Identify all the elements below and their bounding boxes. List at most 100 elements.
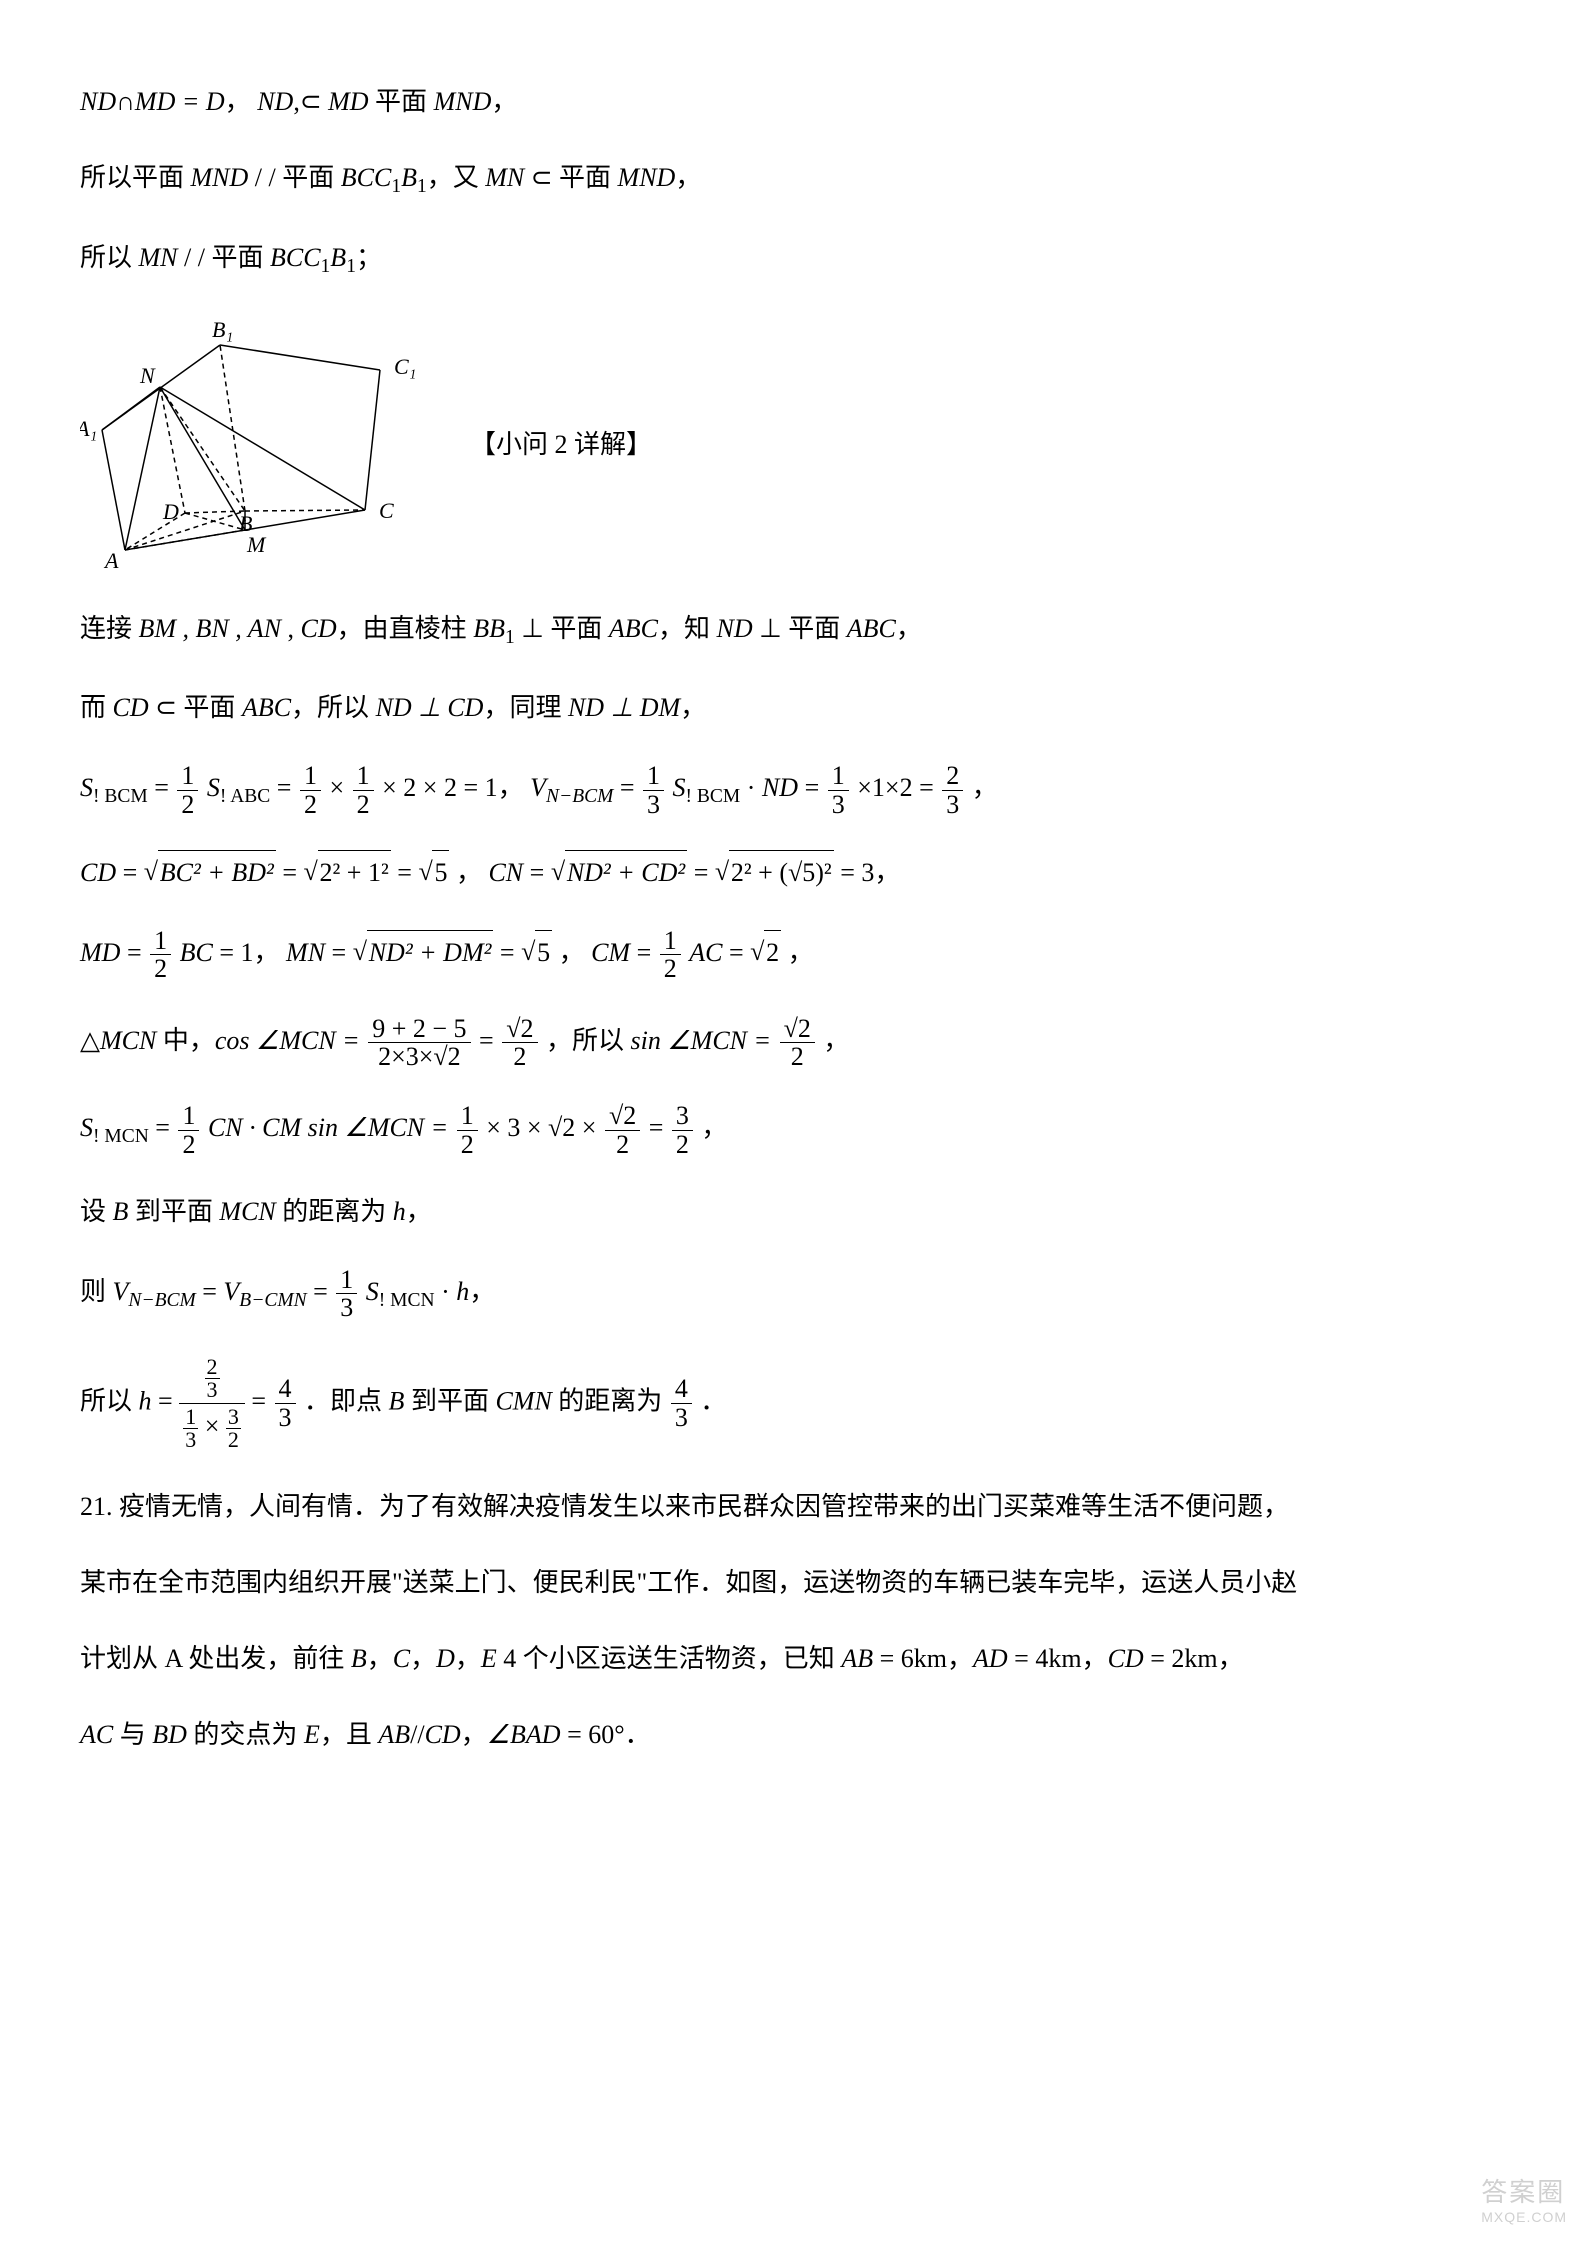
- sub: ! MCN: [93, 1126, 149, 1147]
- t: ，: [1218, 1644, 1244, 1673]
- fraction: 32: [672, 1102, 693, 1158]
- t: ；: [356, 243, 382, 272]
- q21-line-3: 计划从 A 处出发，前往 B，C，D，E 4 个小区运送生活物资，已知 AB =…: [80, 1637, 1507, 1681]
- math: V: [113, 1277, 129, 1306]
- sqrt: 2: [750, 930, 781, 975]
- t: 与: [113, 1720, 152, 1749]
- sub: 1: [391, 176, 401, 197]
- math: MN: [485, 163, 524, 192]
- math: MND: [618, 163, 676, 192]
- proof-line-5: 而 CD ⊂ 平面 ABC，所以 ND ⊥ CD，同理 ND ⊥ DM，: [80, 686, 1507, 730]
- t: ，: [680, 693, 706, 722]
- t: ，: [972, 773, 998, 802]
- t: ，: [461, 1720, 487, 1749]
- figure-row: ABCMDA₁B₁C₁N 【小问 2 详解】: [80, 315, 1507, 575]
- math: h: [139, 1386, 152, 1415]
- sqrt: 2² + (√5)²: [715, 850, 834, 895]
- t: 的交点为: [187, 1720, 304, 1749]
- t: ×: [329, 773, 344, 802]
- math: ND: [80, 87, 116, 116]
- t: ·: [435, 1277, 457, 1306]
- t: ⊥ 平面: [753, 614, 847, 643]
- math: ND: [257, 87, 293, 116]
- t: =: [270, 773, 298, 802]
- math: BM , BN , AN: [139, 614, 282, 643]
- fraction: 12: [300, 762, 321, 818]
- t: =: [282, 858, 303, 887]
- t: ．: [700, 1386, 726, 1415]
- math: C: [393, 1644, 410, 1673]
- math: h: [456, 1277, 469, 1306]
- t: / / 平面: [248, 163, 340, 192]
- t: ，: [406, 1197, 432, 1226]
- math: B: [330, 243, 346, 272]
- t: ，: [896, 614, 922, 643]
- math: ND: [762, 773, 798, 802]
- t: 而: [80, 693, 113, 722]
- fraction: 13: [643, 762, 664, 818]
- sqrt: 5: [521, 930, 552, 975]
- math: CD: [1108, 1644, 1144, 1673]
- math: AC: [689, 938, 722, 967]
- fraction: 12: [660, 927, 681, 983]
- t: ⊂ 平面: [524, 163, 617, 192]
- t: / / 平面: [178, 243, 270, 272]
- t: =: [397, 858, 418, 887]
- math: V: [223, 1277, 239, 1306]
- math: B: [401, 163, 417, 192]
- t: 到平面: [128, 1197, 219, 1226]
- t: 的距离为: [276, 1197, 393, 1226]
- t: = 60°．: [561, 1720, 651, 1749]
- mini-fraction: 32: [226, 1406, 241, 1451]
- sub: B−CMN: [239, 1290, 306, 1311]
- math: MD: [328, 87, 368, 116]
- t: 所以: [80, 1386, 139, 1415]
- t: ×: [205, 1411, 220, 1440]
- t: 4 个小区运送生活物资，已知: [497, 1644, 842, 1673]
- t: 中，: [156, 1026, 215, 1055]
- proof-line-4: 连接 BM , BN , AN , CD，由直棱柱 BB1 ⊥ 平面 ABC，知…: [80, 607, 1507, 654]
- fraction: √22: [605, 1102, 640, 1158]
- t: =: [694, 858, 715, 887]
- math: MND: [434, 87, 492, 116]
- sub: ! MCN: [379, 1290, 435, 1311]
- math: = D: [175, 87, 224, 116]
- t: =: [479, 1026, 500, 1055]
- svg-text:D: D: [162, 499, 179, 524]
- fraction: 23: [942, 762, 963, 818]
- t: 计划从 A 处出发，前往: [80, 1644, 351, 1673]
- proof-line-8: MD = 12 BC = 1， MN = ND² + DM² = 5 ， CM …: [80, 927, 1507, 983]
- t: ，: [788, 938, 814, 967]
- math: CD: [113, 693, 149, 722]
- t: 所以: [80, 243, 139, 272]
- math: AC: [80, 1720, 113, 1749]
- svg-text:N: N: [139, 363, 156, 388]
- t: =: [116, 858, 144, 887]
- math: BCC: [341, 163, 392, 192]
- t: ，: [498, 773, 524, 802]
- svg-text:C₁: C₁: [394, 354, 416, 379]
- fraction: 12: [150, 927, 171, 983]
- math: ND: [716, 614, 752, 643]
- t: ⊂: [300, 87, 328, 116]
- t: =: [722, 938, 750, 967]
- prism-svg: ABCMDA₁B₁C₁N: [80, 315, 420, 575]
- math: MCN: [100, 1026, 156, 1055]
- t: =: [307, 1277, 335, 1306]
- math: BCC: [270, 243, 321, 272]
- t: 平面: [369, 87, 434, 116]
- proof-line-3: 所以 MN / / 平面 BCC1B1；: [80, 236, 1507, 283]
- fraction: 13: [828, 762, 849, 818]
- proof-line-12: 则 VN−BCM = VB−CMN = 13 S! MCN · h，: [80, 1266, 1507, 1322]
- sqrt: ND² + CD²: [551, 850, 687, 895]
- proof-line-7: CD = BC² + BD² = 2² + 1² = 5 ， CN = ND² …: [80, 850, 1507, 895]
- math: MN: [139, 243, 178, 272]
- t: =: [630, 938, 658, 967]
- math: MD: [135, 87, 175, 116]
- svg-text:A: A: [103, 548, 119, 573]
- proof-line-6: S! BCM = 12 S! ABC = 12 × 12 × 2 × 2 = 1…: [80, 762, 1507, 818]
- t: ·: [740, 773, 762, 802]
- fraction: 12: [177, 762, 198, 818]
- math: ABC: [847, 614, 896, 643]
- t: ，所以: [546, 1026, 631, 1055]
